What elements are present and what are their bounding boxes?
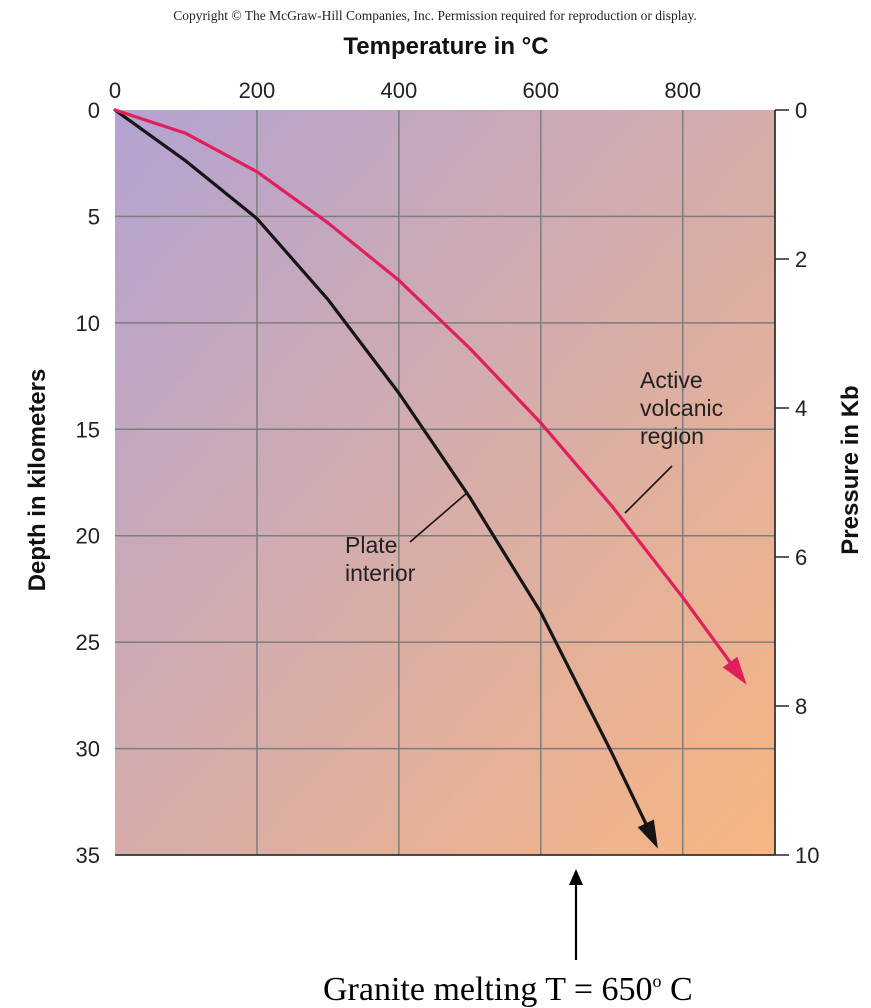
- x-tick-label: 200: [239, 78, 276, 103]
- data-series: [113, 108, 747, 849]
- active-volcanic-label-line: region: [640, 423, 704, 449]
- plate-interior-curve: [113, 108, 648, 825]
- y-tick-label: 5: [88, 204, 100, 229]
- plate-interior-leader: [409, 491, 469, 543]
- active-volcanic-label: Active volcanic region: [640, 367, 723, 449]
- y2-tick-label: 2: [795, 247, 807, 272]
- plot-area: [115, 110, 775, 855]
- caption-main: Granite melting T = 650: [323, 971, 653, 1008]
- plate-interior-label-line: interior: [345, 560, 416, 586]
- y-tick-label: 25: [76, 630, 100, 655]
- y-tick-label: 0: [88, 98, 100, 123]
- plate-interior-label-line: Plate: [345, 532, 397, 558]
- active-volcanic-arrowhead: [722, 656, 747, 685]
- y2-tick-label: 10: [795, 843, 819, 868]
- axes: [115, 109, 789, 856]
- plate-interior-label: Plate interior: [345, 532, 416, 586]
- active-volcanic-label-line: Active: [640, 367, 703, 393]
- caption-superscript: o: [653, 971, 662, 991]
- y-tick-label: 10: [76, 311, 100, 336]
- active-volcanic-leader: [624, 465, 673, 514]
- y2-tick-label: 8: [795, 694, 807, 719]
- y-tick-label: 20: [76, 524, 100, 549]
- x-tick-label: 600: [522, 78, 559, 103]
- active-volcanic-curve: [113, 108, 732, 664]
- y-tick-label: 35: [76, 843, 100, 868]
- caption-end: C: [662, 971, 693, 1008]
- y-axis-title: Depth in kilometers: [24, 369, 51, 592]
- x-tick-label: 400: [381, 78, 418, 103]
- granite-melting-arrowhead: [569, 869, 583, 885]
- x-tick-label: 800: [664, 78, 701, 103]
- active-volcanic-label-line: volcanic: [640, 395, 723, 421]
- plate-interior-arrowhead: [637, 819, 658, 849]
- y2-tick-label: 0: [795, 98, 807, 123]
- y-tick-label: 30: [76, 737, 100, 762]
- copyright-notice: Copyright © The McGraw-Hill Companies, I…: [173, 8, 697, 23]
- granite-melting-caption: Granite melting T = 650o C: [323, 971, 693, 1008]
- x-tick-label: 0: [109, 78, 121, 103]
- y2-axis-title: Pressure in Kb: [837, 385, 864, 554]
- tick-labels: 0 200 400 600 800 0 5 10 15 20 25 30 35 0 2 4 6 8 10: [76, 78, 820, 868]
- x-axis-title: Temperature in °C: [343, 33, 548, 60]
- y-tick-label: 15: [76, 417, 100, 442]
- y2-tick-label: 4: [795, 396, 807, 421]
- y2-tick-label: 6: [795, 545, 807, 570]
